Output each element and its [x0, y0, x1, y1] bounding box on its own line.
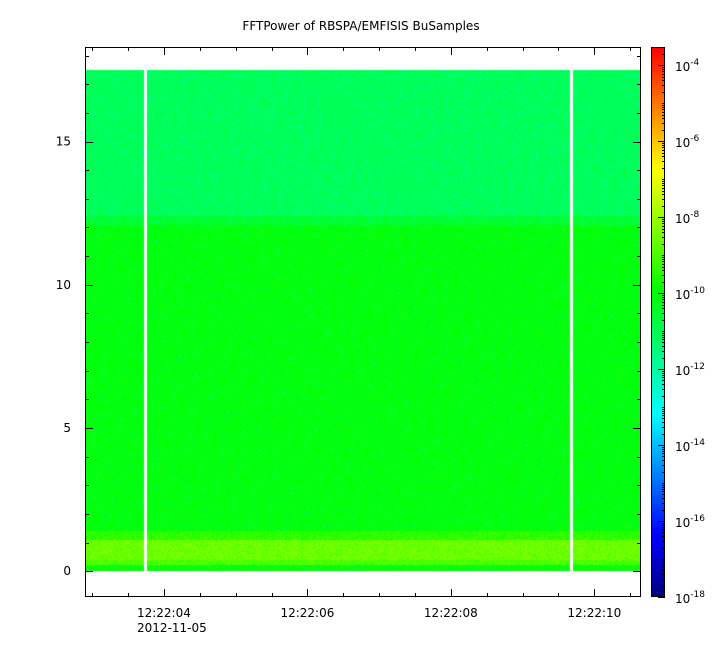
x-tick-label: 12:22:06	[280, 606, 334, 620]
x-tick-label: 12:22:04	[137, 606, 191, 620]
chart-title: FFTPower of RBSPA/EMFISIS BuSamples	[242, 19, 479, 33]
colorbar-tick-label: 10-4	[675, 58, 700, 74]
x-tick-label: 12:22:08	[424, 606, 478, 620]
colorbar: 10-4 10-6 10-8 10-10 10-12 10-14 10-16 10-18	[651, 47, 705, 606]
x-date-label: 2012-11-05	[137, 621, 207, 635]
spectrogram-image	[85, 47, 641, 597]
y-tick-label: 10	[56, 278, 71, 292]
colorbar-tick-label: 10-16	[675, 514, 705, 530]
x-axis: 12:22:04 12:22:06 12:22:08 12:22:10	[92, 47, 631, 620]
spectrogram-plot	[85, 47, 641, 597]
colorbar-tick-label: 10-8	[675, 210, 700, 226]
colorbar-ticks: 10-4 10-6 10-8 10-10 10-12 10-14 10-16 10-18	[658, 47, 705, 606]
colorbar-frame	[651, 47, 665, 597]
y-axis: 0 5 10 15	[56, 56, 641, 578]
y-tick-label: 15	[56, 135, 71, 149]
x-tick-label: 12:22:10	[567, 606, 621, 620]
plot-frame	[85, 47, 641, 597]
colorbar-tick-label: 10-18	[675, 590, 705, 606]
colorbar-tick-label: 10-14	[675, 438, 705, 454]
y-tick-label: 5	[63, 421, 71, 435]
y-tick-label: 0	[63, 564, 71, 578]
colorbar-tick-label: 10-6	[675, 134, 700, 150]
colorbar-tick-label: 10-12	[675, 362, 705, 378]
colorbar-tick-label: 10-10	[675, 286, 705, 302]
colorbar-gradient	[651, 47, 665, 597]
